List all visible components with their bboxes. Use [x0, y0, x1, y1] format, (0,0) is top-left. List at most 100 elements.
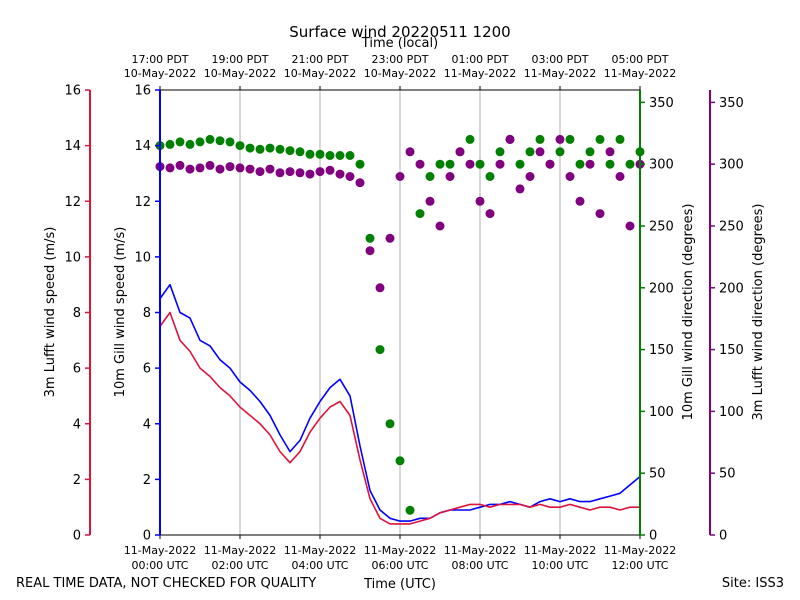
gill-direction-tick-label: 350 [649, 96, 674, 111]
10m-gill-wind-direction-point [435, 159, 445, 169]
3m-lufft-wind-direction-point [395, 172, 405, 181]
quality-disclaimer: REAL TIME DATA, NOT CHECKED FOR QUALITY [16, 576, 317, 591]
3m-lufft-wind-direction-point [165, 163, 175, 173]
10m-gill-wind-direction-point [175, 137, 185, 147]
3m-lufft-wind-direction-point [225, 162, 235, 172]
lufft-speed-tick-label: 0 [73, 529, 81, 544]
10m-gill-wind-direction-point [575, 159, 585, 169]
lufft-speed-tick-label: 4 [73, 417, 81, 432]
lufft-speed-tick-label: 10 [64, 250, 81, 265]
10m-gill-wind-direction-point [235, 141, 245, 151]
3m-lufft-wind-direction-point [595, 209, 605, 219]
3m-lufft-wind-direction-point [335, 169, 345, 179]
top-tick-label-time: 21:00 PDT [291, 53, 348, 66]
3m-lufft-wind-direction-point [465, 159, 475, 169]
3m-lufft-wind-speed-line [159, 311, 640, 525]
gill-direction-tick-label: 50 [649, 467, 666, 482]
3m-lufft-wind-direction-point [185, 164, 195, 174]
10m-gill-wind-direction-point [195, 137, 205, 147]
3m-lufft-wind-direction-point [405, 147, 415, 157]
lufft-direction-tick-label: 50 [719, 467, 736, 482]
3m-lufft-wind-direction-point [415, 159, 425, 169]
gridlines [239, 90, 561, 535]
3m-lufft-wind-direction-point [445, 172, 455, 181]
3m-lufft-wind-direction-point [625, 221, 635, 231]
lufft-direction-tick-label: 150 [719, 343, 744, 358]
top-tick-label-time: 01:00 PDT [451, 53, 508, 66]
lufft-speed-tick-label: 2 [73, 473, 81, 488]
10m-gill-wind-direction-point [205, 134, 215, 144]
3m-lufft-wind-direction-point [315, 167, 325, 177]
x-tick-label-date: 11-May-2022 [284, 544, 356, 557]
10m-gill-wind-direction-point [295, 147, 305, 157]
10m-gill-wind-direction-point [625, 159, 635, 169]
10m-gill-wind-direction-point [415, 209, 425, 219]
3m-lufft-wind-direction-point [235, 163, 245, 173]
gill-speed-tick-label: 6 [143, 362, 151, 377]
10m-gill-wind-direction-point [245, 143, 255, 153]
10m-gill-wind-direction-point [165, 139, 175, 149]
10m-gill-wind-direction-point [315, 149, 325, 159]
3m-lufft-wind-direction-point [385, 233, 395, 243]
10m-gill-wind-direction-point [565, 134, 575, 144]
lufft-speed-tick-label: 14 [64, 139, 81, 154]
3m-lufft-wind-direction-point [525, 172, 535, 181]
x-tick-label-time: 12:00 UTC [611, 559, 668, 572]
3m-lufft-wind-direction-point [545, 159, 555, 169]
top-tick-label-time: 23:00 PDT [371, 53, 428, 66]
3m-lufft-wind-direction-point [205, 160, 215, 170]
3m-lufft-wind-direction-point [615, 172, 625, 181]
top-tick-label-date: 11-May-2022 [604, 67, 676, 80]
3m-lufft-wind-direction-point [475, 196, 485, 206]
lufft-speed-tick-label: 12 [64, 195, 81, 210]
lufft-direction-tick-label: 0 [719, 529, 727, 544]
10m-gill-wind-direction-point [495, 147, 505, 157]
3m-lufft-wind-direction-point [275, 168, 285, 178]
10m-gill-wind-direction-point [265, 143, 275, 153]
gill-speed-tick-label: 16 [134, 84, 151, 99]
10m-gill-wind-direction-point [485, 172, 495, 181]
lufft-direction-tick-label: 100 [719, 405, 744, 420]
gill-speed-tick-label: 14 [134, 139, 151, 154]
3m-lufft-wind-direction-point [565, 172, 575, 181]
gill-direction-tick-label: 0 [649, 529, 657, 544]
3m-lufft-wind-direction-point [255, 167, 265, 177]
lufft-speed-axis-label: 3m Lufft wind speed (m/s) [43, 227, 58, 398]
lufft-speed-tick-label: 8 [73, 306, 81, 321]
3m-lufft-wind-direction-point [555, 134, 565, 144]
lufft-direction-axis-label: 3m Lufft wind direction (degrees) [751, 204, 766, 421]
10m-gill-wind-direction-point [385, 419, 395, 429]
10m-gill-wind-direction-point [555, 147, 565, 157]
3m-lufft-wind-direction-point [505, 134, 515, 144]
chart-title: Surface wind 20220511 1200 [289, 23, 510, 41]
10m-gill-wind-direction-point [325, 151, 335, 160]
10m-gill-wind-direction-point [365, 233, 375, 243]
3m-lufft-wind-direction-point [175, 160, 185, 170]
gill-direction-axis-label: 10m Gill wind direction (degrees) [681, 204, 696, 421]
top-tick-label-time: 03:00 PDT [531, 53, 588, 66]
x-tick-label-date: 11-May-2022 [604, 544, 676, 557]
gill-direction-tick-label: 300 [649, 158, 674, 173]
x-tick-label-time: 08:00 UTC [451, 559, 508, 572]
x-tick-label-time: 04:00 UTC [291, 559, 348, 572]
top-tick-label-time: 19:00 PDT [211, 53, 268, 66]
10m-gill-wind-direction-point [615, 134, 625, 144]
10m-gill-wind-direction-point [275, 144, 285, 154]
3m-lufft-wind-direction-point [515, 184, 525, 194]
gill-speed-tick-label: 10 [134, 250, 151, 265]
gill-speed-tick-label: 0 [143, 529, 151, 544]
top-tick-label-time: 05:00 PDT [611, 53, 668, 66]
site-label: Site: ISS3 [721, 576, 784, 591]
top-tick-label-date: 11-May-2022 [444, 67, 516, 80]
x-tick-label-time: 06:00 UTC [371, 559, 428, 572]
top-tick-label-date: 10-May-2022 [284, 67, 356, 80]
10m-gill-wind-direction-point [535, 134, 545, 144]
10m-gill-wind-direction-point [335, 151, 345, 160]
3m-lufft-wind-direction-point [375, 283, 385, 293]
3m-lufft-wind-direction-point [485, 209, 495, 219]
top-tick-label-date: 10-May-2022 [124, 67, 196, 80]
top-tick-label-date: 11-May-2022 [524, 67, 596, 80]
3m-lufft-wind-direction-point [455, 147, 465, 157]
10m-gill-wind-direction-point [215, 136, 225, 146]
